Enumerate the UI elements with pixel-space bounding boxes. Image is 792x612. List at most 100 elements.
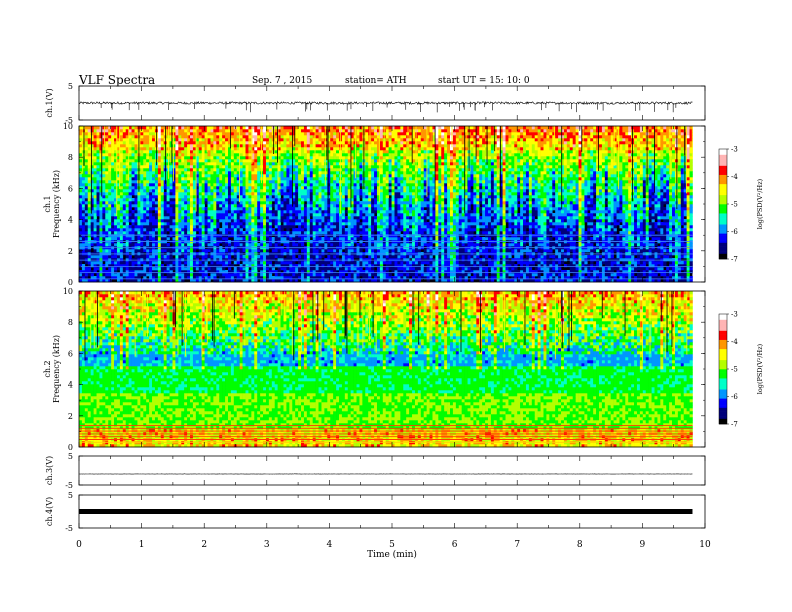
spectrogram-cell xyxy=(263,153,266,156)
spectrogram-cell xyxy=(158,153,161,156)
spectrogram-cell xyxy=(272,171,275,174)
spectrogram-cell xyxy=(120,210,123,213)
spectrogram-cell xyxy=(243,201,246,204)
spectrogram-cell xyxy=(137,222,140,225)
spectrogram-cell xyxy=(269,222,272,225)
spectrogram-cell xyxy=(246,255,249,258)
spectrogram-cell xyxy=(199,144,202,147)
spectrogram-cell xyxy=(248,171,251,174)
spectrogram-cell xyxy=(170,264,173,267)
spectrogram-cell xyxy=(295,267,298,270)
spectrogram-cell xyxy=(286,156,289,159)
spectrogram-cell xyxy=(190,213,193,216)
spectrogram-cell xyxy=(199,165,202,168)
spectrogram-cell xyxy=(216,207,219,210)
spectrogram-cell xyxy=(158,195,161,198)
spectrogram-cell xyxy=(248,174,251,177)
spectrogram-cell xyxy=(231,171,234,174)
spectrogram-cell xyxy=(79,216,82,219)
spectrogram-cell xyxy=(213,150,216,153)
spectrogram-cell xyxy=(225,183,228,186)
spectrogram-cell xyxy=(345,237,348,240)
spectrogram-cell xyxy=(82,174,85,177)
spectrogram-cell xyxy=(283,165,286,168)
spectrogram-cell xyxy=(269,165,272,168)
spectrogram-cell xyxy=(222,144,225,147)
spectrogram-cell xyxy=(129,249,132,252)
spectrogram-cell xyxy=(301,192,304,195)
spectrogram-cell xyxy=(234,174,237,177)
spectrogram-cell xyxy=(316,177,319,180)
spectrogram-cell xyxy=(336,213,339,216)
spectrogram-cell xyxy=(178,150,181,153)
spectrogram-cell xyxy=(129,204,132,207)
spectrogram-cell xyxy=(161,273,164,276)
spectrogram-cell xyxy=(275,165,278,168)
spectrogram-cell xyxy=(327,255,330,258)
spectrogram-cell xyxy=(228,264,231,267)
spectrogram-cell xyxy=(225,168,228,171)
spectrogram-cell xyxy=(240,189,243,192)
spectrogram-cell xyxy=(213,153,216,156)
spectrogram-cell xyxy=(321,189,324,192)
spectrogram-cell xyxy=(269,195,272,198)
spectrogram-cell xyxy=(348,141,351,144)
spectrogram-cell xyxy=(269,174,272,177)
spectrogram-cell xyxy=(272,210,275,213)
spectrogram-cell xyxy=(260,195,263,198)
spectrogram-cell xyxy=(172,138,175,141)
spectrogram-cell xyxy=(202,159,205,162)
spectrogram-cell xyxy=(321,126,324,129)
spectrogram-cell xyxy=(333,255,336,258)
spectrogram-cell xyxy=(94,216,97,219)
spectrogram-cell xyxy=(327,258,330,261)
spectrogram-cell xyxy=(161,180,164,183)
spectrogram-cell xyxy=(146,183,149,186)
spectrogram-cell xyxy=(216,210,219,213)
spectrogram-cell xyxy=(216,144,219,147)
spectrogram-cell xyxy=(216,249,219,252)
spectrogram-cell xyxy=(301,183,304,186)
spectrogram-cell xyxy=(82,195,85,198)
spectrogram-cell xyxy=(91,264,94,267)
spectrogram-cell xyxy=(99,273,102,276)
spectrogram-cell xyxy=(327,231,330,234)
spectrogram-cell xyxy=(187,264,190,267)
spectrogram-cell xyxy=(272,216,275,219)
spectrogram-cell xyxy=(301,231,304,234)
spectrogram-cell xyxy=(342,156,345,159)
spectrogram-cell xyxy=(102,147,105,150)
spectrogram-cell xyxy=(330,141,333,144)
spectrogram-cell xyxy=(319,213,322,216)
spectrogram-cell xyxy=(105,213,108,216)
spectrogram-cell xyxy=(79,213,82,216)
spectrogram-cell xyxy=(143,189,146,192)
spectrogram-cell xyxy=(205,243,208,246)
spectrogram-cell xyxy=(310,165,313,168)
spectrogram-cell xyxy=(143,141,146,144)
spectrogram-cell xyxy=(260,216,263,219)
spectrogram-cell xyxy=(190,150,193,153)
spectrogram-cell xyxy=(202,234,205,237)
spectrogram-cell xyxy=(342,153,345,156)
spectrogram-cell xyxy=(175,159,178,162)
spectrogram-cell xyxy=(333,153,336,156)
spectrogram-cell xyxy=(161,132,164,135)
spectrogram-cell xyxy=(307,159,310,162)
spectrogram-cell xyxy=(117,243,120,246)
spectrogram-cell xyxy=(292,243,295,246)
spectrogram-cell xyxy=(330,234,333,237)
spectrogram-cell xyxy=(129,228,132,231)
spectrogram-cell xyxy=(357,177,360,180)
spectrogram-cell xyxy=(102,189,105,192)
spectrogram-cell xyxy=(251,165,254,168)
spectrogram-cell xyxy=(152,231,155,234)
spectrogram-cell xyxy=(307,207,310,210)
spectrogram-cell xyxy=(324,165,327,168)
spectrogram-cell xyxy=(137,201,140,204)
spectrogram-cell xyxy=(219,132,222,135)
spectrogram-cell xyxy=(219,192,222,195)
spectrogram-cell xyxy=(210,207,213,210)
spectrogram-cell xyxy=(155,171,158,174)
spectrogram-cell xyxy=(269,207,272,210)
